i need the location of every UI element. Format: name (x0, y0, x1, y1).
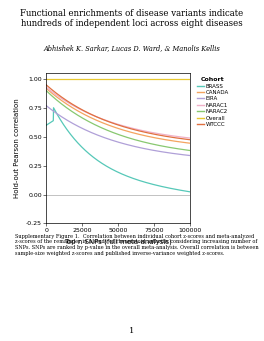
CANADA (82, 112, 85, 116)
Overall (70, 77, 73, 81)
BRASS (70, 134, 74, 138)
WTCCC (141, 130, 144, 134)
NARAC1 (141, 129, 144, 133)
CANADA (70, 105, 73, 109)
WTCCC (188, 138, 192, 142)
Text: 1: 1 (129, 327, 135, 335)
Overall (141, 77, 144, 81)
BRASS (110, 167, 113, 171)
BRASS (130, 176, 133, 180)
CANADA (188, 141, 192, 145)
Overall (188, 77, 192, 81)
NARAC2 (153, 143, 156, 147)
Overall (45, 77, 48, 81)
NARAC2 (82, 117, 85, 121)
NARAC2 (141, 139, 144, 144)
WTCCC (82, 108, 85, 113)
BRASS (153, 183, 156, 187)
Overall (110, 77, 113, 81)
Overall (129, 77, 133, 81)
EIRA (188, 153, 192, 158)
CANADA (45, 86, 48, 90)
NARAC1 (45, 85, 48, 89)
CANADA (129, 130, 133, 134)
NARAC1 (110, 120, 113, 124)
NARAC2 (110, 130, 113, 134)
Overall (153, 77, 156, 81)
BRASS (141, 179, 144, 183)
EIRA (70, 121, 73, 125)
EIRA (141, 146, 144, 150)
BRASS (188, 190, 192, 194)
NARAC2 (45, 89, 48, 93)
NARAC1 (153, 131, 156, 135)
NARAC1 (129, 126, 133, 130)
NARAC1 (70, 103, 73, 107)
Line: BRASS: BRASS (46, 108, 190, 192)
Legend: BRASS, CANADA, EIRA, NARAC1, NARAC2, Overall, WTCCC: BRASS, CANADA, EIRA, NARAC1, NARAC2, Ove… (196, 76, 230, 128)
NARAC2 (188, 148, 192, 152)
X-axis label: Top n SNPs (full meta-analysis): Top n SNPs (full meta-analysis) (64, 238, 172, 244)
CANADA (153, 136, 156, 140)
CANADA (110, 124, 113, 128)
WTCCC (70, 102, 73, 106)
Line: EIRA: EIRA (46, 106, 190, 155)
BRASS (52, 106, 55, 110)
EIRA (110, 138, 113, 142)
Line: NARAC2: NARAC2 (46, 91, 190, 150)
EIRA (153, 148, 156, 152)
NARAC1 (82, 109, 85, 113)
Overall (82, 77, 85, 81)
Y-axis label: Hold-out Pearson correlation: Hold-out Pearson correlation (15, 99, 21, 198)
NARAC2 (70, 109, 73, 114)
BRASS (45, 123, 48, 127)
NARAC2 (129, 136, 133, 140)
CANADA (141, 133, 144, 137)
Line: NARAC1: NARAC1 (46, 87, 190, 138)
Text: Abhishek K. Sarkar, Lucas D. Ward, & Manolis Kellis: Abhishek K. Sarkar, Lucas D. Ward, & Man… (44, 44, 220, 52)
BRASS (82, 147, 85, 151)
EIRA (82, 127, 85, 131)
WTCCC (45, 83, 48, 87)
Line: WTCCC: WTCCC (46, 85, 190, 140)
Line: CANADA: CANADA (46, 88, 190, 143)
WTCCC (129, 127, 133, 131)
WTCCC (110, 121, 113, 125)
NARAC1 (188, 136, 192, 140)
Text: Functional enrichments of disease variants indicate
hundreds of independent loci: Functional enrichments of disease varian… (20, 9, 244, 28)
EIRA (45, 104, 48, 108)
WTCCC (153, 132, 156, 136)
Text: Supplementary Figure 1.  Correlation between individual cohort z-scores and meta: Supplementary Figure 1. Correlation betw… (15, 234, 258, 256)
EIRA (129, 144, 133, 148)
